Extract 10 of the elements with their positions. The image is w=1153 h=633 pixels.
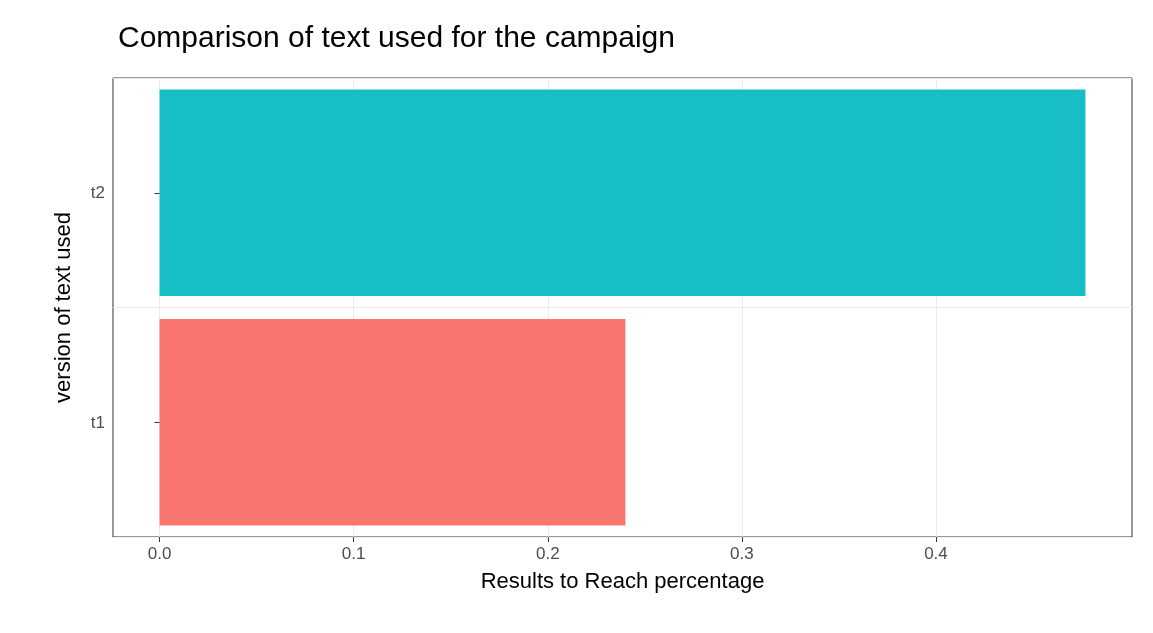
y-tick-label: t2 <box>90 183 105 203</box>
y-axis-title: version of text used <box>49 212 75 403</box>
x-axis-title: Results to Reach percentage <box>480 567 765 593</box>
x-tick-label: 0.3 <box>730 544 754 563</box>
x-tick-label: 0.4 <box>924 544 948 563</box>
x-tick-label: 0.1 <box>341 544 366 563</box>
x-tick-label: 0.2 <box>535 544 560 563</box>
x-tick-label: 0.0 <box>147 544 172 563</box>
chart-title: Comparison of text used for the campaign <box>118 19 675 53</box>
y-tick-label: t1 <box>90 412 105 432</box>
